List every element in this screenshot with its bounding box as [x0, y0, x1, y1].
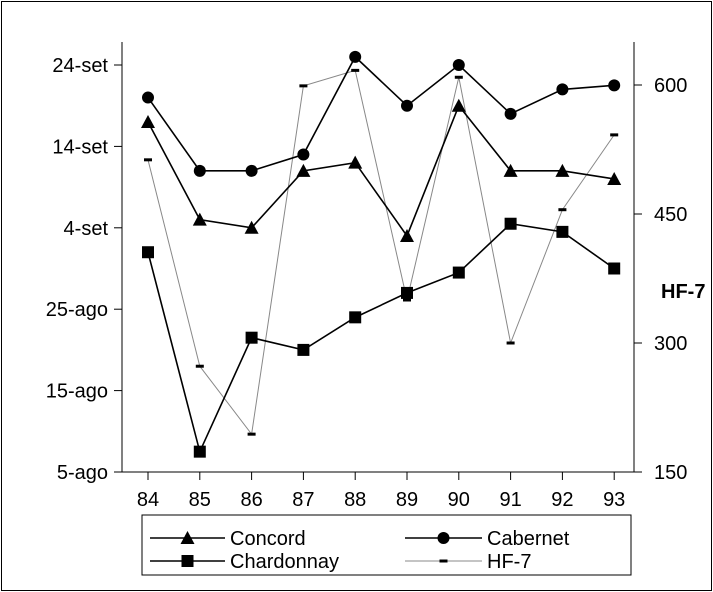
legend-marker-chardonnay [181, 555, 194, 567]
series-line-cabernet [147, 55, 615, 172]
x-tick-label: 84 [137, 489, 159, 511]
x-tick-label: 92 [551, 489, 573, 511]
data-point-cabernet [142, 91, 154, 104]
right-axis-title: HF-7 [661, 281, 705, 303]
legend-marker-concord [180, 531, 195, 544]
right-tick-label: 300 [654, 333, 687, 355]
left-axis-ticks: 5-ago 15-ago 25-ago 4-set 14-set 24-set [46, 55, 122, 484]
data-point-concord [607, 171, 622, 185]
legend-marker-hf-7 [439, 559, 448, 563]
left-tick-label: 15-ago [46, 381, 108, 403]
legend-item-hf-7: HF-7 [405, 551, 531, 573]
right-tick-label: 150 [654, 462, 687, 484]
data-point-concord [555, 163, 570, 177]
data-point-chardonnay [504, 217, 517, 230]
data-point-hf-7 [144, 158, 152, 162]
data-point-chardonnay [297, 343, 310, 356]
data-point-concord [296, 163, 311, 177]
data-point-cabernet [193, 164, 206, 177]
data-point-chardonnay [142, 246, 154, 259]
legend-item-cabernet: Cabernet [405, 528, 570, 550]
data-point-concord [451, 98, 466, 112]
x-tick-label: 93 [603, 489, 625, 511]
left-tick-label: 4-set [64, 218, 109, 240]
data-point-hf-7 [454, 75, 463, 79]
series-line-concord [147, 104, 615, 238]
x-tick-label: 91 [499, 489, 521, 511]
data-point-concord [400, 228, 414, 242]
legend-marker-cabernet [437, 532, 450, 544]
right-tick-label: 600 [654, 75, 687, 97]
data-point-chardonnay [452, 266, 465, 279]
data-point-concord [192, 212, 207, 226]
data-point-cabernet [504, 107, 517, 120]
data-point-hf-7 [610, 133, 619, 137]
right-tick-label: 450 [654, 204, 687, 226]
series-hf-7 [144, 68, 619, 436]
legend-label-hf-7: HF-7 [487, 551, 531, 573]
left-tick-label: 5-ago [57, 462, 108, 484]
data-point-cabernet [245, 164, 258, 177]
data-point-hf-7 [403, 298, 411, 302]
data-point-cabernet [401, 99, 413, 112]
left-tick-label: 14-set [52, 136, 108, 158]
series-line-hf-7 [147, 69, 615, 436]
data-point-chardonnay [349, 311, 362, 324]
series-chardonnay [142, 217, 621, 458]
left-tick-label: 25-ago [46, 299, 108, 321]
legend-label-cabernet: Cabernet [487, 528, 570, 550]
series-layer [141, 50, 622, 458]
data-point-concord [348, 155, 363, 169]
data-point-cabernet [556, 83, 569, 96]
data-point-concord [141, 114, 155, 128]
x-tick-label: 89 [396, 489, 418, 511]
data-point-cabernet [349, 50, 362, 63]
legend-label-chardonnay: Chardonnay [230, 551, 339, 573]
x-tick-label: 86 [240, 489, 262, 511]
right-axis-ticks: 150 300 450 600 [634, 75, 687, 484]
x-tick-label: 88 [344, 489, 366, 511]
data-point-cabernet [608, 79, 621, 92]
x-tick-label: 87 [292, 489, 314, 511]
data-point-hf-7 [299, 84, 308, 88]
left-tick-label: 24-set [52, 55, 108, 77]
legend: Concord Cabernet Chardonnay HF-7 [141, 514, 632, 576]
legend-box [141, 514, 632, 576]
series-concord [141, 98, 622, 242]
data-point-hf-7 [247, 432, 256, 436]
data-point-cabernet [297, 148, 310, 161]
data-point-concord [244, 220, 259, 234]
series-cabernet [142, 50, 621, 177]
data-point-hf-7 [351, 68, 360, 72]
data-point-chardonnay [556, 225, 569, 238]
data-point-chardonnay [608, 262, 621, 275]
x-tick-label: 90 [448, 489, 470, 511]
x-axis-ticks: 84 85 86 87 88 89 90 91 92 93 [137, 472, 625, 511]
data-point-hf-7 [195, 364, 204, 368]
series-line-chardonnay [147, 222, 615, 455]
data-point-chardonnay [193, 445, 206, 458]
data-point-hf-7 [506, 341, 515, 345]
data-point-hf-7 [558, 208, 567, 212]
legend-label-concord: Concord [230, 528, 306, 550]
legend-item-chardonnay: Chardonnay [150, 551, 339, 573]
data-point-cabernet [452, 59, 465, 71]
legend-item-concord: Concord [150, 528, 306, 550]
data-point-chardonnay [401, 286, 413, 299]
x-tick-label: 85 [189, 489, 211, 511]
data-point-concord [503, 163, 518, 177]
data-point-chardonnay [245, 331, 258, 344]
